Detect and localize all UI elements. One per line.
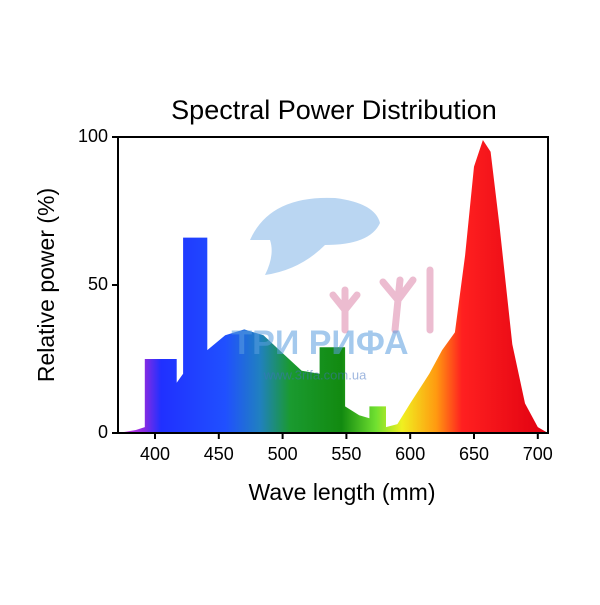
x-tick-label: 650 — [459, 444, 489, 464]
coral-logo — [329, 266, 434, 334]
y-tick-label: 50 — [88, 274, 108, 294]
x-axis-label: Wave length (mm) — [248, 479, 435, 505]
x-tick-label: 500 — [268, 444, 298, 464]
x-tick-label: 700 — [523, 444, 553, 464]
x-tick-label: 600 — [395, 444, 425, 464]
watermark-url: www.3rifa.com.ua — [263, 367, 367, 382]
spectrum-area — [118, 140, 548, 433]
x-tick-label: 450 — [204, 444, 234, 464]
y-axis-label: Relative power (%) — [33, 188, 59, 382]
watermark: ТРИ РИФА — [231, 324, 408, 362]
plot-area: 0 50 100 400 450 500 550 600 650 700 — [78, 126, 553, 464]
chart-title: Spectral Power Distribution — [171, 95, 497, 125]
y-tick-label: 0 — [98, 422, 108, 442]
x-tick-label: 400 — [140, 444, 170, 464]
y-tick-label: 100 — [78, 126, 108, 146]
fish-logo — [250, 197, 380, 275]
x-tick-label: 550 — [331, 444, 361, 464]
